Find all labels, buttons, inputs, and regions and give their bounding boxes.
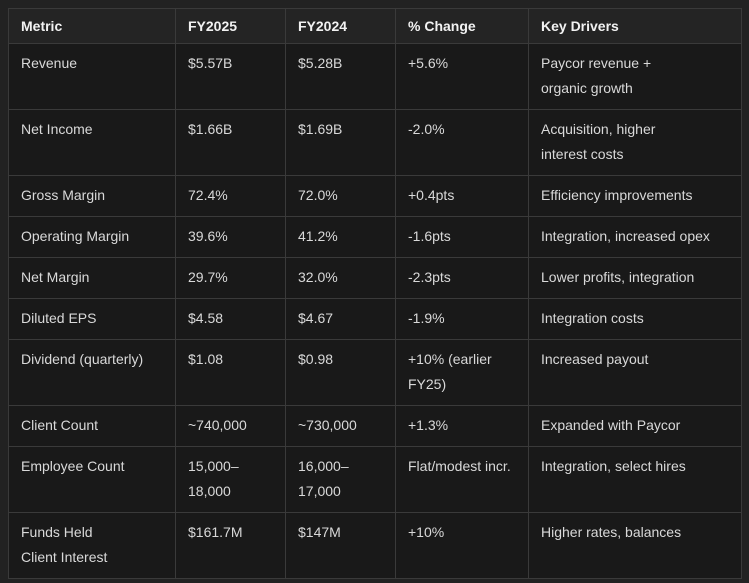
cell-change: +0.4pts: [395, 175, 529, 217]
cell-drivers: Increased payout: [528, 339, 742, 406]
cell-change: -2.0%: [395, 109, 529, 176]
cell-fy2024: 41.2%: [285, 216, 396, 258]
cell-change: +10%: [395, 512, 529, 579]
table-row: Dividend (quarterly) $1.08 $0.98 +10% (e…: [8, 339, 742, 406]
cell-metric: Employee Count: [8, 446, 176, 513]
table-header-row: Metric FY2025 FY2024 % Change Key Driver…: [8, 8, 742, 44]
cell-fy2025: 29.7%: [175, 257, 286, 299]
cell-fy2024: $0.98: [285, 339, 396, 406]
cell-drivers: Paycor revenue + organic growth: [528, 43, 742, 110]
table-row: Gross Margin 72.4% 72.0% +0.4pts Efficie…: [8, 175, 742, 217]
cell-drivers: Integration, increased opex: [528, 216, 742, 258]
cell-drivers: Lower profits, integration: [528, 257, 742, 299]
cell-fy2025: $161.7M: [175, 512, 286, 579]
cell-fy2024: $147M: [285, 512, 396, 579]
table-row: Client Count ~740,000 ~730,000 +1.3% Exp…: [8, 405, 742, 447]
cell-metric: Diluted EPS: [8, 298, 176, 340]
cell-metric: Client Count: [8, 405, 176, 447]
cell-change: +1.3%: [395, 405, 529, 447]
cell-drivers: Acquisition, higher interest costs: [528, 109, 742, 176]
cell-metric: Gross Margin: [8, 175, 176, 217]
column-header-metric: Metric: [8, 8, 176, 44]
cell-change: -1.9%: [395, 298, 529, 340]
table-row: Employee Count 15,000– 18,000 16,000– 17…: [8, 446, 742, 513]
cell-fy2024: 32.0%: [285, 257, 396, 299]
cell-change: +5.6%: [395, 43, 529, 110]
table-row: Funds Held Client Interest $161.7M $147M…: [8, 512, 742, 579]
cell-change: -2.3pts: [395, 257, 529, 299]
cell-drivers: Integration, select hires: [528, 446, 742, 513]
cell-metric: Revenue: [8, 43, 176, 110]
cell-metric: Net Margin: [8, 257, 176, 299]
table-row: Operating Margin 39.6% 41.2% -1.6pts Int…: [8, 216, 742, 258]
column-header-change: % Change: [395, 8, 529, 44]
cell-change: Flat/modest incr.: [395, 446, 529, 513]
cell-fy2024: $4.67: [285, 298, 396, 340]
column-header-key-drivers: Key Drivers: [528, 8, 742, 44]
cell-fy2025: $1.08: [175, 339, 286, 406]
cell-fy2025: 39.6%: [175, 216, 286, 258]
column-header-fy2025: FY2025: [175, 8, 286, 44]
cell-fy2025: $1.66B: [175, 109, 286, 176]
cell-fy2025: $4.58: [175, 298, 286, 340]
table-row: Net Margin 29.7% 32.0% -2.3pts Lower pro…: [8, 257, 742, 299]
cell-fy2024: $5.28B: [285, 43, 396, 110]
cell-fy2025: 15,000– 18,000: [175, 446, 286, 513]
cell-change: -1.6pts: [395, 216, 529, 258]
cell-fy2024: 16,000– 17,000: [285, 446, 396, 513]
cell-metric: Net Income: [8, 109, 176, 176]
cell-fy2025: ~740,000: [175, 405, 286, 447]
table-row: Net Income $1.66B $1.69B -2.0% Acquisiti…: [8, 109, 742, 176]
cell-change: +10% (earlier FY25): [395, 339, 529, 406]
cell-drivers: Expanded with Paycor: [528, 405, 742, 447]
table-row: Revenue $5.57B $5.28B +5.6% Paycor reven…: [8, 43, 742, 110]
cell-drivers: Integration costs: [528, 298, 742, 340]
cell-metric: Dividend (quarterly): [8, 339, 176, 406]
financial-metrics-table: Metric FY2025 FY2024 % Change Key Driver…: [8, 8, 742, 579]
column-header-fy2024: FY2024: [285, 8, 396, 44]
cell-metric: Operating Margin: [8, 216, 176, 258]
cell-fy2024: ~730,000: [285, 405, 396, 447]
cell-fy2024: 72.0%: [285, 175, 396, 217]
cell-fy2025: 72.4%: [175, 175, 286, 217]
cell-drivers: Higher rates, balances: [528, 512, 742, 579]
table-row: Diluted EPS $4.58 $4.67 -1.9% Integratio…: [8, 298, 742, 340]
cell-metric: Funds Held Client Interest: [8, 512, 176, 579]
cell-fy2025: $5.57B: [175, 43, 286, 110]
cell-drivers: Efficiency improvements: [528, 175, 742, 217]
cell-fy2024: $1.69B: [285, 109, 396, 176]
